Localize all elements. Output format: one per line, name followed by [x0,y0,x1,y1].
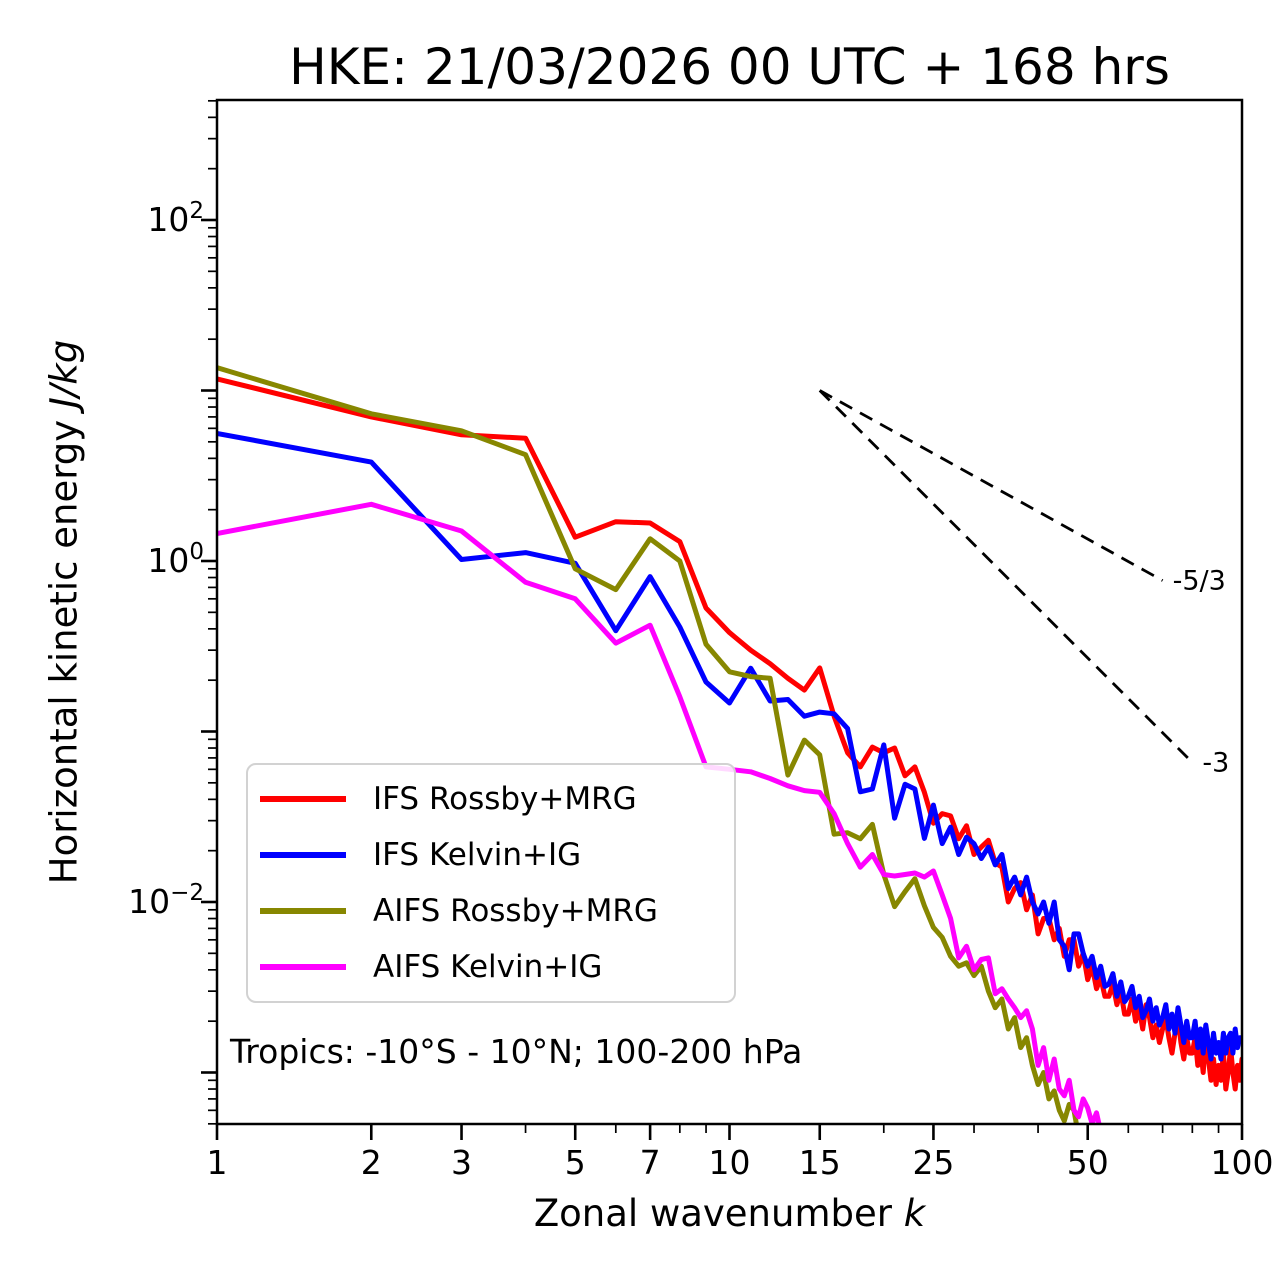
x-tick-label: 15 [799,1143,841,1182]
slope-guide-label: -5/3 [1173,566,1226,597]
y-tick-label: 102 [147,198,204,239]
x-axis: 1 2 3 5 7 10 15 25 50 100 [207,1124,1274,1182]
x-tick-label: 100 [1211,1143,1274,1182]
series-line-ifs-kelvin-ig [217,430,1242,1062]
legend-line-swatch-blue [260,852,346,858]
x-tick-label: 3 [451,1143,472,1182]
legend: IFS Rossby+MRG IFS Kelvin+IG AIFS Rossby… [246,763,736,1003]
axes-box [215,98,1244,1126]
slope-guide-line [819,389,1164,582]
legend-label: IFS Kelvin+IG [373,837,582,873]
legend-line-swatch-red [260,796,346,802]
x-tick-label: 10 [709,1143,751,1182]
slope-guides: -5/3 -3 [818,389,1229,778]
x-tick-label: 1 [207,1143,228,1182]
series-line-aifs-rossby-mrg [217,365,1079,1124]
x-tick-label: 25 [912,1143,954,1182]
y-tick-label: 100 [147,539,204,580]
y-tick-label: 10−2 [128,880,204,921]
region-annotation: Tropics: -10°S - 10°N; 100-200 hPa [230,1032,803,1071]
x-tick-label: 5 [565,1143,586,1182]
x-tick-label: 50 [1067,1143,1109,1182]
legend-item-ifs-kelvin-ig: IFS Kelvin+IG [260,828,734,882]
legend-label: IFS Rossby+MRG [373,781,637,817]
chart-title: HKE: 21/03/2026 00 UTC + 168 hrs [289,38,1170,96]
slope-guide-line [818,389,1194,764]
legend-label: AIFS Rossby+MRG [373,893,658,929]
x-tick-label: 2 [361,1143,382,1182]
slope-guide-label: -3 [1202,747,1229,778]
x-axis-label: Zonal wavenumber k [217,1192,1242,1235]
y-axis: 102 100 10−2 [128,99,217,1125]
legend-line-swatch-magenta [260,964,346,970]
legend-label: AIFS Kelvin+IG [373,949,603,985]
x-axis-label-symbol: k [903,1192,926,1235]
x-axis-label-text: Zonal wavenumber [533,1192,904,1235]
y-axis-label-units: J/kg [42,339,86,409]
y-axis-label-text: Horizontal kinetic energy [42,408,86,885]
series-group [217,365,1242,1124]
legend-item-aifs-rossby-mrg: AIFS Rossby+MRG [260,884,734,938]
legend-line-swatch-olive [260,908,346,914]
x-tick-label: 7 [640,1143,661,1182]
legend-item-aifs-kelvin-ig: AIFS Kelvin+IG [260,940,734,994]
legend-item-ifs-rossby-mrg: IFS Rossby+MRG [260,772,734,826]
y-axis-label: Horizontal kinetic energy J/kg [43,340,86,884]
